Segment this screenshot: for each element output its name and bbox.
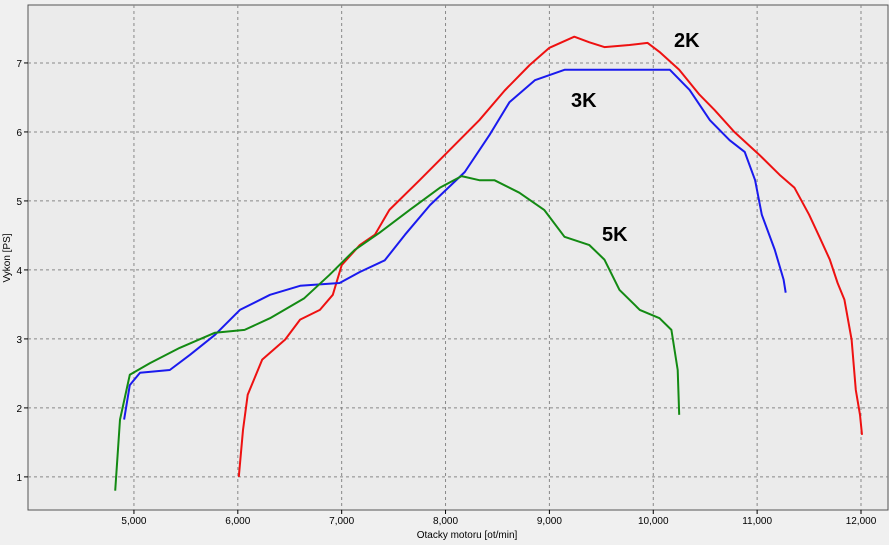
- x-tick-label: 9,000: [537, 516, 562, 527]
- x-tick-label: 10,000: [638, 516, 669, 527]
- x-tick-label: 8,000: [433, 516, 458, 527]
- data-line: [237, 35, 863, 477]
- plot-area: [27, 4, 889, 511]
- grid: [28, 5, 888, 510]
- x-axis-label: Otacky motoru [ot/min]: [417, 530, 518, 541]
- annotation: 5K: [602, 224, 628, 246]
- y-tick-label: 7: [16, 59, 22, 70]
- lines: [114, 35, 863, 491]
- y-tick-label: 5: [16, 197, 22, 208]
- y-tick-label: 4: [16, 266, 22, 277]
- y-tick-label: 6: [16, 128, 22, 139]
- y-axis-label: Vykon [PS]: [2, 233, 13, 282]
- x-tick-label: 5,000: [121, 516, 146, 527]
- data-line: [114, 175, 681, 491]
- y-tick-label: 2: [16, 404, 22, 415]
- data-line: [123, 68, 787, 420]
- x-tick-label: 7,000: [329, 516, 354, 527]
- x-tick-label: 6,000: [225, 516, 250, 527]
- y-tick-label: 3: [16, 335, 22, 346]
- x-tick-label: 11,000: [742, 516, 772, 527]
- y-tick-label: 1: [16, 473, 22, 484]
- annotation: 2K: [674, 30, 700, 52]
- x-tick-label: 12,000: [846, 516, 877, 527]
- annotation: 3K: [571, 90, 597, 112]
